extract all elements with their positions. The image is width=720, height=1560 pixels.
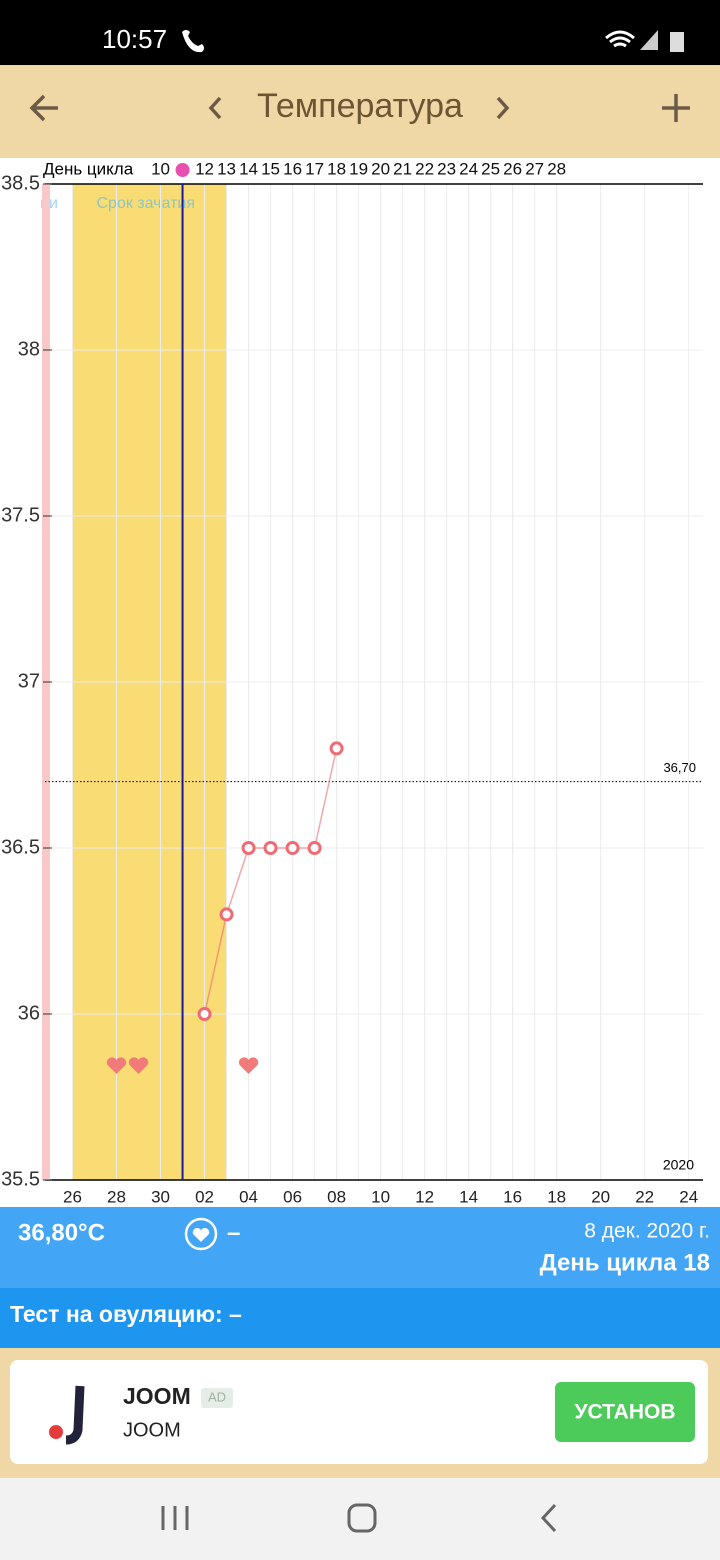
- cycle-day-label: 28: [547, 159, 566, 178]
- heart-icon[interactable]: [184, 1217, 218, 1251]
- y-tick-label: 36.5: [1, 836, 40, 858]
- temperature-point: [285, 841, 300, 855]
- wifi-icon: [605, 30, 635, 48]
- ad-brand: JOOM: [123, 1383, 191, 1409]
- x-tick-label: 24: [679, 1187, 698, 1206]
- nav-back[interactable]: [540, 1503, 557, 1533]
- cycle-day-label: 16: [283, 159, 302, 178]
- cycle-day-label: 13: [217, 159, 236, 178]
- status-time: 10:57: [102, 24, 167, 54]
- x-tick-label: 12: [415, 1187, 434, 1206]
- prev-button[interactable]: [208, 96, 222, 120]
- temperature-point: [219, 907, 234, 922]
- x-tick-label: 30: [151, 1187, 170, 1206]
- add-button[interactable]: [662, 94, 690, 122]
- x-tick-label: 28: [107, 1187, 126, 1206]
- x-tick-label: 20: [591, 1187, 610, 1206]
- cycle-day-label: 26: [503, 159, 522, 178]
- x-tick-label: 04: [239, 1187, 258, 1206]
- ad-badge-bg: [201, 1388, 233, 1408]
- signal-icon: [640, 30, 658, 50]
- cycle-day-label: 12: [195, 159, 214, 178]
- x-tick-label: 22: [635, 1187, 654, 1206]
- cycle-day-label: 19: [349, 159, 368, 178]
- ad-name: JOOM: [123, 1419, 181, 1441]
- summary-bar: [0, 1207, 720, 1288]
- battery-icon: [670, 32, 684, 52]
- x-tick-label: 06: [283, 1187, 302, 1206]
- chart: Срок зачатияии35.53636.53737.53838.52628…: [1, 159, 703, 1206]
- coverline-label: 36,70: [663, 760, 696, 775]
- status-bar: [0, 0, 720, 65]
- y-tick-label: 36: [18, 1002, 40, 1024]
- temperature-point: [197, 1007, 212, 1021]
- cycle-day-label: 18: [327, 159, 346, 178]
- temperature-point: [329, 741, 344, 756]
- ad-badge: AD: [208, 1389, 226, 1404]
- call-icon: [182, 30, 204, 53]
- next-button[interactable]: [496, 96, 510, 120]
- y-tick-label: 37: [18, 670, 40, 692]
- ad-button-label: УСТАНОВ: [574, 1401, 675, 1424]
- cycle-day-label: 17: [305, 159, 324, 178]
- x-tick-label: 14: [459, 1187, 478, 1206]
- cycle-day-label: 10: [151, 159, 170, 178]
- year-label: 2020: [663, 1157, 694, 1173]
- ad-logo-dot: [49, 1425, 63, 1439]
- y-tick-label: 35.5: [1, 1168, 40, 1190]
- temperature-value: 36,80°C: [18, 1219, 105, 1246]
- temperature-point: [241, 841, 256, 855]
- intercourse-heart: [238, 1057, 259, 1074]
- y-tick-label: 37.5: [1, 504, 40, 526]
- heart-value: –: [227, 1219, 240, 1246]
- x-tick-label: 02: [195, 1187, 214, 1206]
- y-tick-label: 38: [18, 338, 40, 360]
- cycle-day-label: 21: [393, 159, 412, 178]
- temperature-point: [307, 841, 322, 855]
- ovulation-test: Тест на овуляцию: –: [10, 1301, 242, 1327]
- ad-button[interactable]: [555, 1382, 695, 1442]
- ovulation-test-bar: [0, 1288, 720, 1348]
- cycle-day-label: 15: [261, 159, 280, 178]
- cycle-day-label: 27: [525, 159, 544, 178]
- cycle-day-label: 20: [371, 159, 390, 178]
- x-tick-label: 08: [327, 1187, 346, 1206]
- header-title: Температура: [257, 87, 463, 125]
- cycle-day-label: 23: [437, 159, 456, 178]
- cycle-day-label: 14: [239, 159, 258, 178]
- temperature-point: [263, 841, 278, 855]
- cycle-day-label: 24: [459, 159, 478, 178]
- nav-bar: [0, 1478, 720, 1560]
- y-tick-label: 38.5: [1, 172, 40, 194]
- x-tick-label: 10: [371, 1187, 390, 1206]
- intercourse-heart: [106, 1057, 127, 1074]
- cycle-day-label: 25: [481, 159, 500, 178]
- ovulation-icon: [175, 163, 190, 177]
- ad-logo: [65, 1385, 85, 1445]
- intercourse-heart: [128, 1057, 149, 1074]
- x-tick-label: 18: [547, 1187, 566, 1206]
- header-bar: [0, 65, 720, 158]
- heart-shape: [192, 1227, 210, 1242]
- cycle-day-label: День цикла 18: [540, 1249, 710, 1276]
- cycle-day-label: 22: [415, 159, 434, 178]
- nav-home[interactable]: [347, 1503, 377, 1533]
- ad-card[interactable]: [10, 1360, 708, 1464]
- back-button[interactable]: [29, 94, 58, 122]
- x-axis-label: День цикла: [43, 159, 134, 178]
- date-label: 8 дек. 2020 г.: [584, 1220, 710, 1243]
- x-tick-label: 16: [503, 1187, 522, 1206]
- fertile-window-label: Срок зачатия: [97, 195, 196, 212]
- nav-recent[interactable]: [161, 1506, 189, 1530]
- x-tick-label: 26: [63, 1187, 82, 1206]
